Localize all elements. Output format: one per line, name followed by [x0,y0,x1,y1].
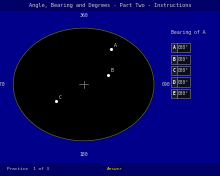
Text: Answer: Answer [106,168,122,171]
Text: 000°: 000° [178,80,189,84]
Bar [170,89,177,98]
Text: C: C [172,68,175,73]
Circle shape [13,28,154,141]
Bar [177,77,190,87]
Text: B: B [172,57,175,62]
Bar [177,66,190,75]
Text: A: A [172,45,175,50]
Text: A: A [114,43,117,48]
Bar [170,66,177,75]
Text: 000°: 000° [178,91,189,96]
Bar [170,77,177,87]
Bar [0,163,220,176]
Bar [0,0,220,11]
Bar [170,43,177,52]
Text: Angle, Bearing and Degrees - Part Two - Instructions: Angle, Bearing and Degrees - Part Two - … [29,3,191,8]
Text: E: E [172,91,175,96]
Text: 000°: 000° [178,45,189,50]
Bar [170,55,177,64]
Text: Practice  1 of 3: Practice 1 of 3 [7,168,49,171]
Text: B: B [110,68,113,73]
Text: 090: 090 [162,82,170,87]
Bar [177,43,190,52]
Text: 180: 180 [79,152,88,157]
Text: 000°: 000° [178,57,189,62]
Bar [177,89,190,98]
Bar [177,55,190,64]
Text: 000°: 000° [178,68,189,73]
Text: 360: 360 [79,14,88,18]
Text: C: C [59,95,62,100]
Text: Bearing of A: Bearing of A [170,30,205,35]
Text: D: D [172,80,175,84]
Text: 270: 270 [0,82,5,87]
